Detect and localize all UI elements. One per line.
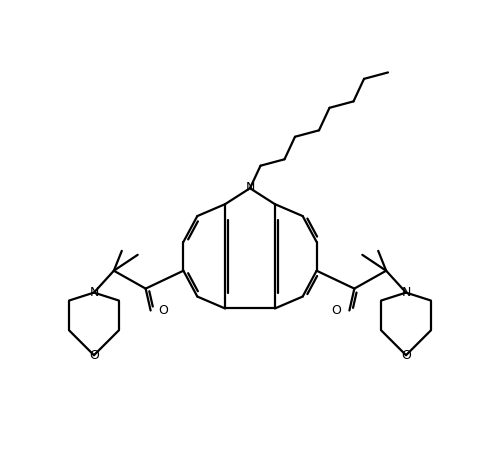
Text: O: O — [401, 349, 411, 362]
Text: O: O — [158, 304, 168, 317]
Text: O: O — [89, 349, 99, 362]
Text: N: N — [402, 286, 410, 299]
Text: N: N — [90, 286, 98, 299]
Text: O: O — [332, 304, 342, 317]
Text: N: N — [246, 181, 254, 194]
